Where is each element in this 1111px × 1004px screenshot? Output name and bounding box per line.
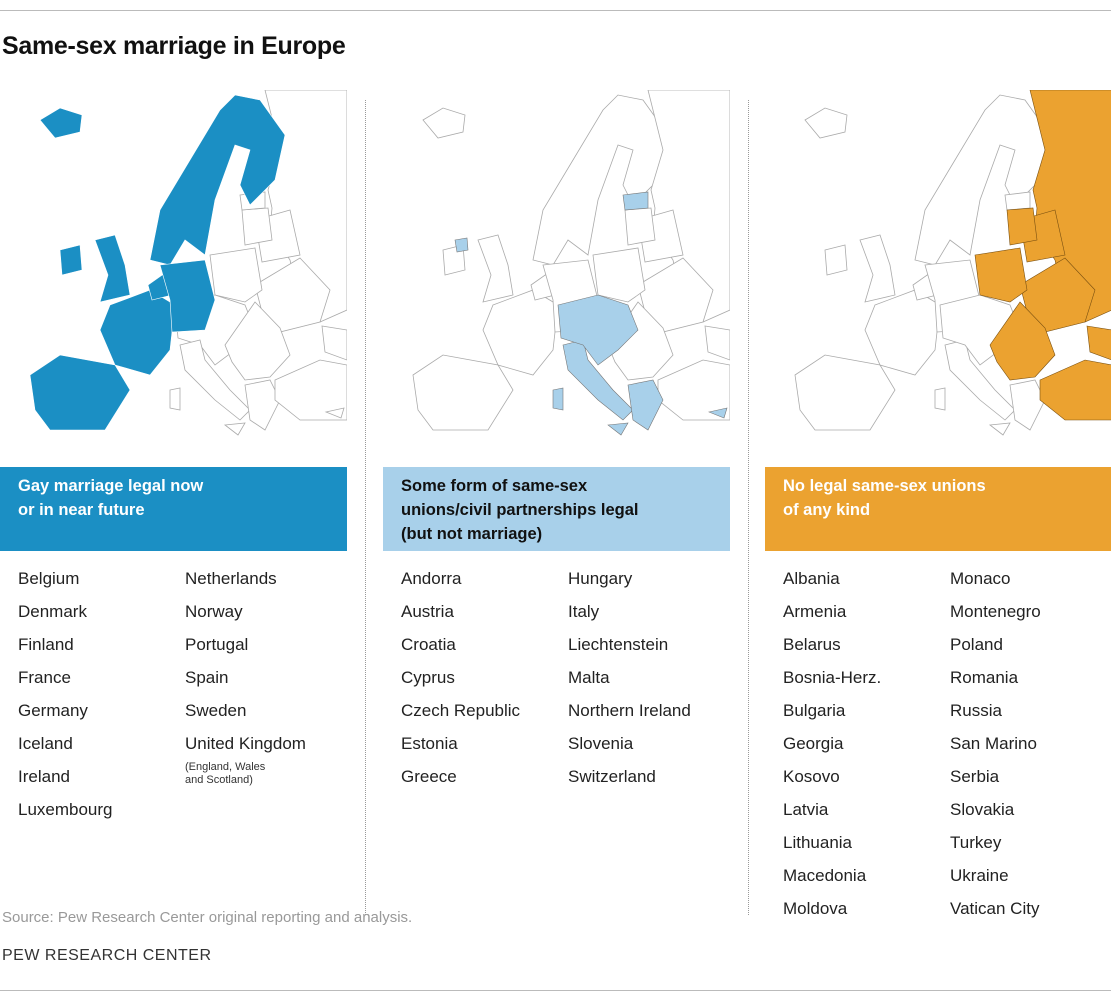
country-name: Sweden bbox=[185, 701, 247, 720]
country-name: Monaco bbox=[950, 569, 1011, 588]
country-name: Poland bbox=[950, 635, 1003, 654]
country-note: (England, Wales and Scotland) bbox=[185, 761, 265, 787]
country-name: Vatican City bbox=[950, 899, 1040, 918]
legend-heading: Some form of same-sex unions/civil partne… bbox=[383, 467, 730, 551]
title: Same-sex marriage in Europe bbox=[2, 32, 346, 60]
top-rule bbox=[0, 10, 1111, 11]
country-name: Cyprus bbox=[401, 668, 455, 687]
source: Source: Pew Research Center original rep… bbox=[2, 909, 413, 926]
country-name: Turkey bbox=[950, 833, 1002, 852]
country-name: Portugal bbox=[185, 635, 249, 654]
country-name: Norway bbox=[185, 602, 243, 621]
country-name: Kosovo bbox=[783, 767, 840, 786]
country-name: Northern Ireland bbox=[568, 701, 691, 720]
heading-line: No legal same-sex unions bbox=[783, 477, 986, 495]
country-name: Bulgaria bbox=[783, 701, 846, 720]
map bbox=[794, 90, 1111, 436]
heading-line: (but not marriage) bbox=[401, 525, 543, 543]
country-name: Croatia bbox=[401, 635, 456, 654]
country-name: United Kingdom bbox=[185, 734, 306, 753]
country-name: Belgium bbox=[18, 569, 80, 588]
bottom-rule bbox=[0, 990, 1111, 991]
heading-line: Gay marriage legal now bbox=[18, 477, 204, 495]
legend-heading: Gay marriage legal now or in near future bbox=[0, 467, 347, 551]
heading-line: unions/civil partnerships legal bbox=[401, 501, 639, 519]
country-name: Serbia bbox=[950, 767, 1000, 786]
country-name: Liechtenstein bbox=[568, 635, 669, 654]
country-name: Spain bbox=[185, 668, 229, 687]
country-name: Czech Republic bbox=[401, 701, 521, 720]
country-name: San Marino bbox=[950, 734, 1037, 753]
country-name: Georgia bbox=[783, 734, 844, 753]
heading-line: or in near future bbox=[18, 501, 145, 519]
country-name: Russia bbox=[950, 701, 1002, 720]
country-name: Slovakia bbox=[950, 800, 1015, 819]
country-name: Greece bbox=[401, 767, 457, 786]
heading-line: of any kind bbox=[783, 501, 871, 519]
country-name: Iceland bbox=[18, 734, 73, 753]
country-name: Hungary bbox=[568, 569, 633, 588]
country-name: Netherlands bbox=[185, 569, 277, 588]
country-name: Austria bbox=[401, 602, 454, 621]
country-name: Macedonia bbox=[783, 866, 867, 885]
country-name: Germany bbox=[18, 701, 88, 720]
country-name: Lithuania bbox=[783, 833, 853, 852]
country-name: Moldova bbox=[783, 899, 848, 918]
country-name: Romania bbox=[950, 668, 1019, 687]
heading-line: Some form of same-sex bbox=[401, 477, 588, 495]
country-name: Andorra bbox=[401, 569, 462, 588]
legend-heading: No legal same-sex unions of any kind bbox=[765, 467, 1111, 551]
country-name: Ireland bbox=[18, 767, 70, 786]
footer: PEW RESEARCH CENTER bbox=[2, 947, 212, 964]
country-name: Estonia bbox=[401, 734, 458, 753]
country-name: Switzerland bbox=[568, 767, 656, 786]
country-name: Armenia bbox=[783, 602, 847, 621]
country-name: Finland bbox=[18, 635, 74, 654]
note-line: (England, Wales bbox=[185, 761, 266, 773]
country-name: Albania bbox=[783, 569, 840, 588]
country-name: Bosnia-Herz. bbox=[783, 668, 882, 687]
country-name: Malta bbox=[568, 668, 610, 687]
note-line: and Scotland) bbox=[185, 774, 253, 786]
separator bbox=[365, 100, 366, 915]
country-name: Italy bbox=[568, 602, 600, 621]
separator bbox=[748, 100, 749, 915]
country-name: Latvia bbox=[783, 800, 829, 819]
country-name: Denmark bbox=[18, 602, 87, 621]
country-name: Slovenia bbox=[568, 734, 634, 753]
map bbox=[29, 90, 347, 436]
country-name: Belarus bbox=[783, 635, 841, 654]
country-name: France bbox=[18, 668, 71, 687]
country-name: Ukraine bbox=[950, 866, 1009, 885]
country-name: Montenegro bbox=[950, 602, 1041, 621]
country-name: Luxembourg bbox=[18, 800, 113, 819]
map bbox=[412, 90, 730, 436]
